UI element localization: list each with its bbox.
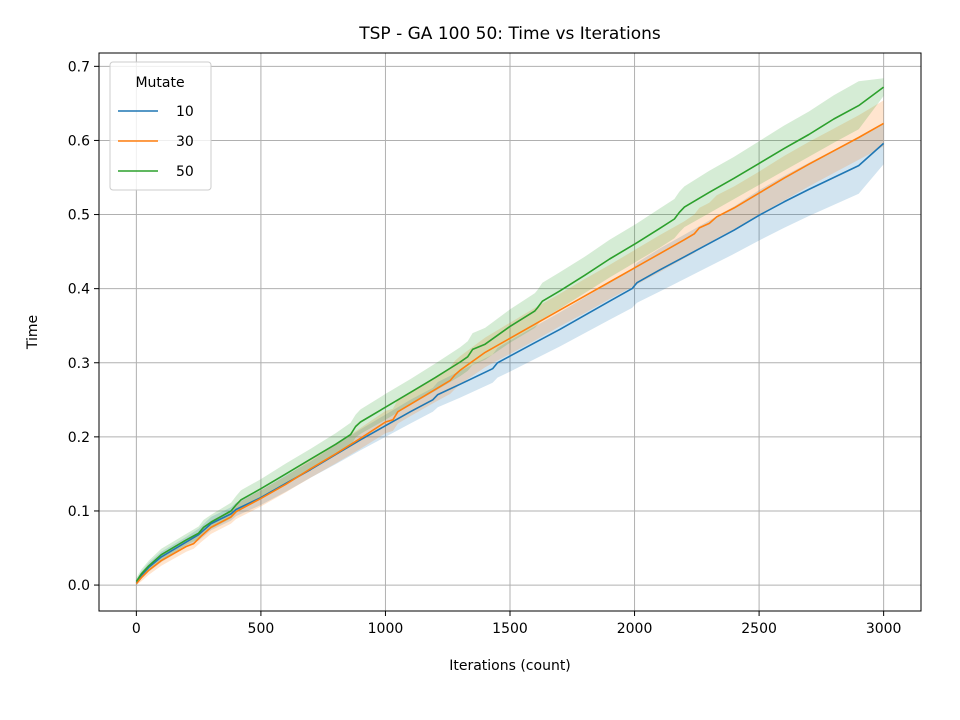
confidence-bands <box>136 78 884 586</box>
legend-label-30: 30 <box>176 134 194 150</box>
band-series-10 <box>136 122 884 586</box>
y-tick-label: 0.6 <box>68 133 90 149</box>
legend-entries: 10 30 50 <box>118 104 194 180</box>
y-axis-label: Time <box>25 315 41 350</box>
y-tick-label: 0.4 <box>68 282 90 298</box>
y-tick-label: 0.0 <box>68 578 90 594</box>
y-axis-ticks: 0.0 0.1 0.2 0.3 0.4 0.5 0.6 0.7 <box>68 59 99 594</box>
x-axis-ticks: 0 500 1000 1500 2000 2500 3000 <box>132 611 902 637</box>
y-tick-label: 0.2 <box>68 430 90 446</box>
band-series-50 <box>136 78 884 586</box>
x-tick-label: 1500 <box>492 621 528 637</box>
x-tick-label: 1000 <box>368 621 404 637</box>
y-tick-label: 0.1 <box>68 504 90 520</box>
x-tick-label: 2500 <box>741 621 777 637</box>
band-series-30 <box>136 100 884 586</box>
line-series-10 <box>135 142 885 584</box>
y-tick-label: 0.3 <box>68 356 90 372</box>
y-tick-label: 0.5 <box>68 208 90 224</box>
line-series-30 <box>135 122 884 585</box>
x-tick-label: 2000 <box>617 621 653 637</box>
y-tick-label: 0.7 <box>68 59 90 75</box>
legend-label-10: 10 <box>176 104 194 120</box>
x-tick-label: 500 <box>248 621 275 637</box>
series-lines <box>135 86 885 585</box>
chart-title: TSP - GA 100 50: Time vs Iterations <box>358 24 661 44</box>
x-tick-label: 3000 <box>866 621 902 637</box>
x-axis-label: Iterations (count) <box>449 658 571 674</box>
x-tick-label: 0 <box>132 621 141 637</box>
legend-label-50: 50 <box>176 164 194 180</box>
legend-title: Mutate <box>135 75 184 91</box>
legend-box <box>109 61 212 191</box>
line-series-50 <box>135 86 885 582</box>
legend: Mutate 10 30 50 <box>109 61 212 191</box>
